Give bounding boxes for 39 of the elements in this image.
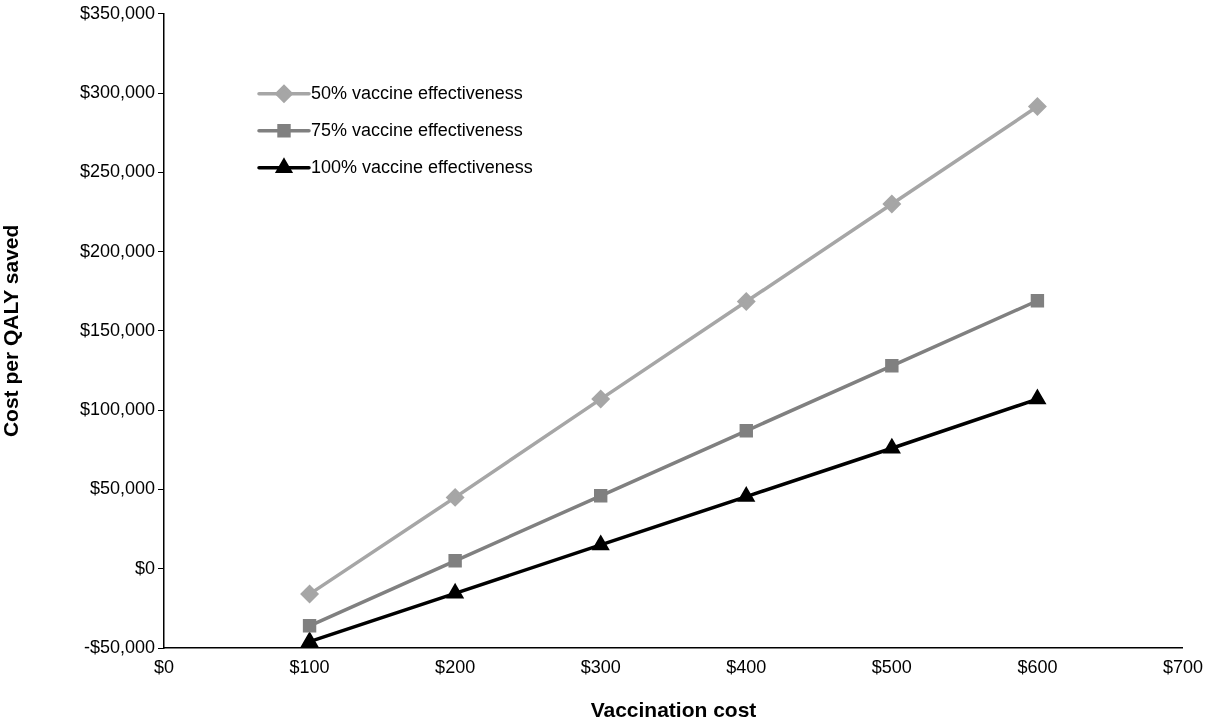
point bbox=[592, 536, 609, 551]
x-tick-label: $600 bbox=[1017, 656, 1058, 677]
point bbox=[1030, 294, 1045, 308]
point bbox=[1028, 97, 1047, 116]
point bbox=[885, 359, 899, 373]
y-tick-label: -$50,000 bbox=[83, 636, 155, 657]
y-tick-label: $250,000 bbox=[79, 161, 155, 182]
point bbox=[301, 632, 318, 647]
point bbox=[300, 585, 319, 603]
legend-label: 100% vaccine effectiveness bbox=[311, 156, 533, 177]
x-tick-label: $100 bbox=[289, 656, 330, 677]
y-tick-label: $50,000 bbox=[89, 478, 155, 499]
x-tick-label: $0 bbox=[153, 656, 175, 677]
legend-label: 50% vaccine effectiveness bbox=[311, 82, 523, 103]
y-tick-label: $200,000 bbox=[79, 240, 155, 261]
point bbox=[738, 487, 755, 502]
x-tick-label: $200 bbox=[435, 656, 476, 677]
x-tick-label: $700 bbox=[1162, 656, 1203, 677]
point bbox=[446, 488, 464, 507]
y-tick-label: $100,000 bbox=[79, 399, 155, 420]
y-tick-label: $150,000 bbox=[79, 319, 155, 340]
x-tick-label: $400 bbox=[726, 656, 767, 677]
point bbox=[302, 619, 317, 633]
x-axis-title: Vaccination cost bbox=[590, 698, 757, 722]
point bbox=[739, 424, 753, 438]
y-axis-title: Cost per QALY saved bbox=[0, 224, 23, 438]
point bbox=[737, 292, 756, 311]
y-tick-label: $0 bbox=[134, 557, 155, 578]
point bbox=[1029, 390, 1046, 405]
point bbox=[448, 554, 462, 568]
point bbox=[594, 489, 608, 503]
point bbox=[883, 195, 901, 213]
x-tick-label: $300 bbox=[580, 656, 621, 677]
legend-label: 75% vaccine effectiveness bbox=[311, 119, 523, 140]
x-tick-label: $500 bbox=[871, 656, 912, 677]
y-tick-label: $350,000 bbox=[79, 2, 155, 23]
point bbox=[884, 439, 900, 454]
point bbox=[591, 390, 610, 408]
y-tick-label: $300,000 bbox=[79, 82, 155, 103]
